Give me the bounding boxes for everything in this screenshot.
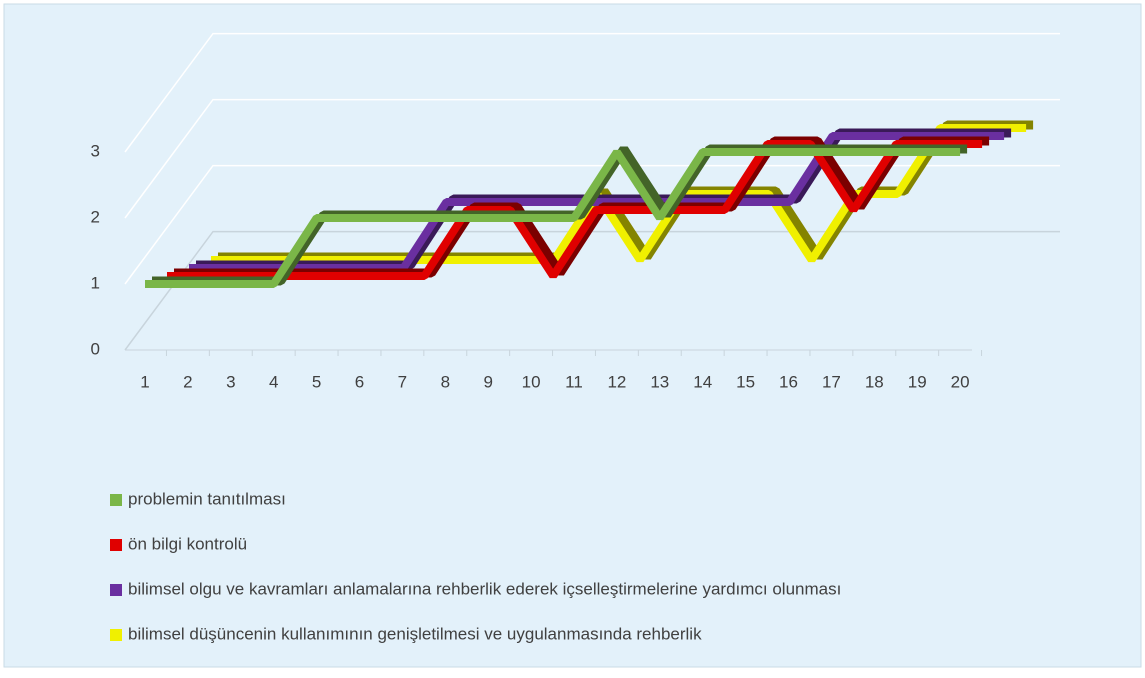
x-tick-label: 8: [441, 372, 450, 391]
grid-line: [124, 230, 1060, 351]
x-tick-label: 15: [736, 372, 755, 391]
line-series: [167, 140, 983, 280]
x-tick-label: 4: [269, 372, 278, 391]
x-tick-label: 7: [398, 372, 407, 391]
y-tick-label: 1: [91, 273, 100, 292]
x-tick-label: 5: [312, 372, 321, 391]
legend-swatch: [110, 539, 122, 551]
legend-swatch: [110, 584, 122, 596]
x-tick-label: 13: [650, 372, 669, 391]
legend-label: bilimsel olgu ve kavramları anlamalarına…: [128, 579, 841, 598]
x-tick-label: 1: [140, 372, 149, 391]
line-series: [211, 124, 1027, 264]
legend-swatch: [110, 629, 122, 641]
line-series: [145, 148, 961, 288]
chart-background: [3, 3, 1142, 668]
x-tick-label: 18: [865, 372, 884, 391]
y-tick-label: 3: [91, 141, 100, 160]
x-tick-label: 10: [522, 372, 541, 391]
legend-swatch: [110, 494, 122, 506]
grid-line: [124, 164, 1060, 285]
y-tick-label: 2: [91, 207, 100, 226]
grid-line: [124, 32, 1060, 153]
grid-line: [124, 98, 1060, 219]
legend-label: bilimsel düşüncenin kullanımının genişle…: [128, 624, 702, 643]
x-tick-label: 9: [483, 372, 492, 391]
x-tick-label: 17: [822, 372, 841, 391]
x-tick-label: 14: [693, 372, 712, 391]
x-tick-label: 6: [355, 372, 364, 391]
line-series: [189, 132, 1005, 272]
legend-label: problemin tanıtılması: [128, 489, 286, 508]
x-tick-label: 12: [607, 372, 626, 391]
x-tick-label: 11: [565, 372, 583, 391]
x-tick-label: 3: [226, 372, 235, 391]
x-tick-label: 2: [183, 372, 192, 391]
x-tick-label: 16: [779, 372, 798, 391]
y-tick-label: 0: [91, 339, 100, 358]
legend-label: ön bilgi kontrolü: [128, 534, 247, 553]
x-tick-label: 19: [908, 372, 927, 391]
x-tick-label: 20: [951, 372, 970, 391]
